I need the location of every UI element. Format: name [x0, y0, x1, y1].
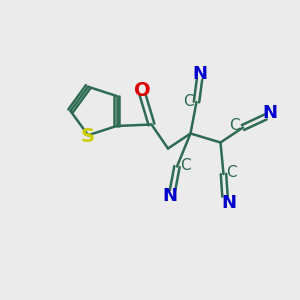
- Text: N: N: [162, 187, 177, 205]
- Text: N: N: [262, 104, 278, 122]
- Text: S: S: [81, 127, 95, 146]
- Text: N: N: [221, 194, 236, 211]
- Text: O: O: [134, 80, 151, 100]
- Text: C: C: [226, 165, 237, 180]
- Text: N: N: [192, 65, 207, 83]
- Text: C: C: [183, 94, 194, 110]
- Text: C: C: [230, 118, 240, 134]
- Text: C: C: [180, 158, 191, 172]
